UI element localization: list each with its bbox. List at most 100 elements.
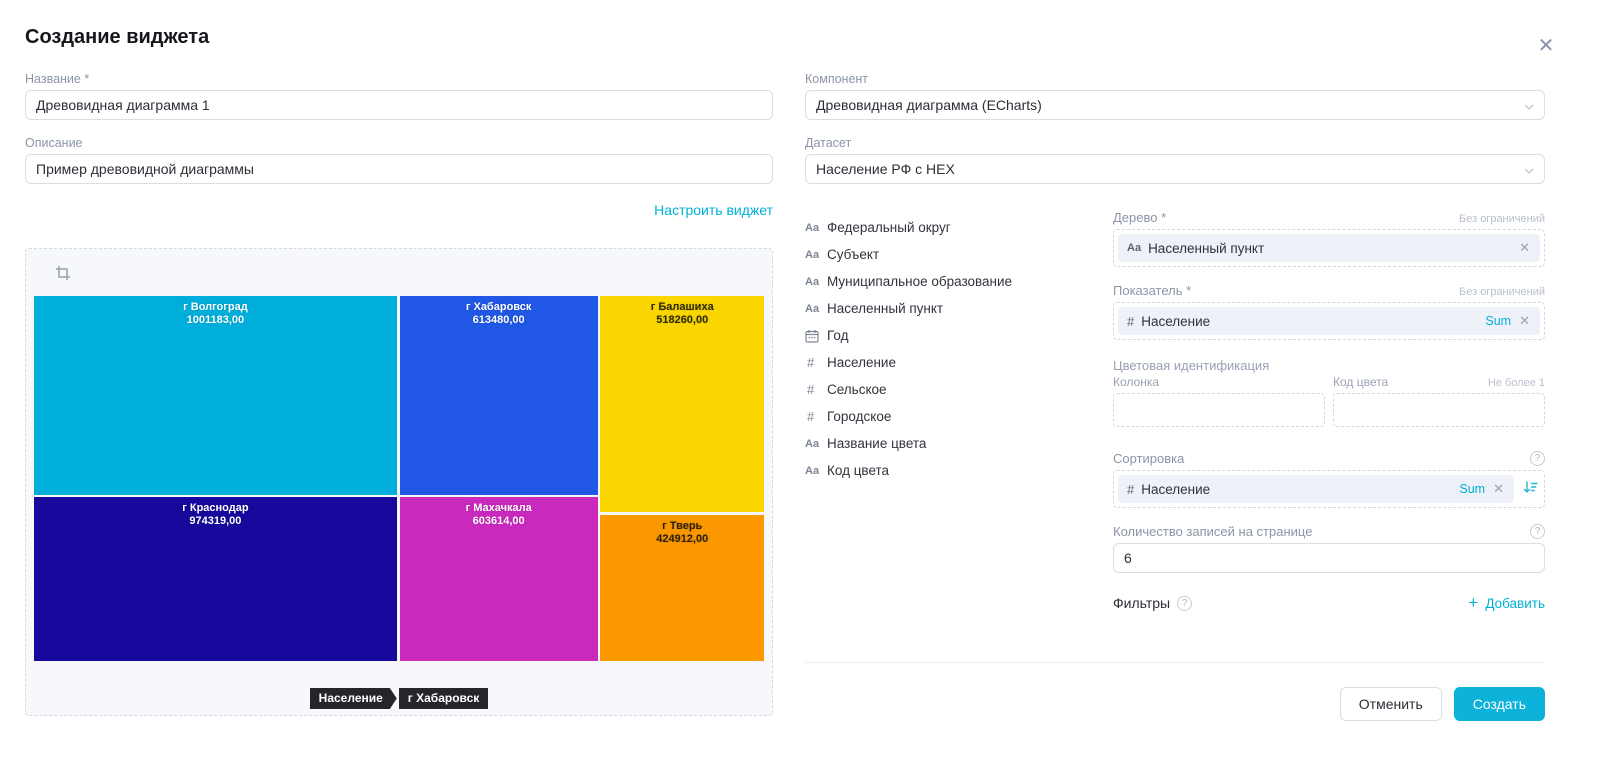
dataset-field-label: Название цвета — [827, 436, 927, 451]
dataset-field-item[interactable]: # Городское — [805, 403, 1105, 430]
page-size-input[interactable] — [1113, 543, 1545, 573]
component-label: Компонент — [805, 72, 869, 86]
filters-title: Фильтры — [1113, 595, 1171, 611]
treemap-tile-value: 518260,00 — [656, 314, 709, 326]
left-column: Название * Описание Настроить виджет г В… — [25, 72, 773, 716]
text-type-icon: Aa — [805, 275, 820, 288]
dataset-field-label: Население — [827, 355, 896, 370]
add-filter-label: Добавить — [1485, 595, 1545, 611]
add-filter-button[interactable]: + Добавить — [1468, 594, 1545, 611]
remove-icon[interactable]: ✕ — [1493, 481, 1504, 496]
text-type-icon: Aa — [805, 464, 820, 477]
name-label: Название * — [25, 72, 90, 86]
dataset-field-label: Субъект — [827, 247, 880, 262]
tree-label: Дерево * — [1113, 210, 1167, 225]
treemap-tile-value: 613480,00 — [472, 314, 525, 326]
treemap-tile-value: 974319,00 — [189, 515, 242, 528]
number-type-icon: # — [1127, 313, 1135, 329]
aggregation-selector[interactable]: Sum — [1485, 314, 1512, 328]
create-button[interactable]: Создать — [1453, 687, 1545, 721]
measure-chip-label: Население — [1141, 313, 1211, 329]
dataset-field-item[interactable]: # Сельское — [805, 376, 1105, 403]
widget-config-column: Дерево * Без ограничений Aa Населенный п… — [1113, 210, 1545, 611]
dataset-value: Население РФ с HEX — [816, 161, 955, 177]
help-icon[interactable]: ? — [1177, 595, 1193, 611]
sorting-label: Сортировка — [1113, 451, 1185, 466]
color-code-label: Код цвета — [1333, 375, 1389, 389]
help-icon[interactable]: ? — [1530, 451, 1545, 466]
remove-icon[interactable]: ✕ — [1519, 313, 1530, 328]
name-input[interactable] — [25, 90, 773, 120]
treemap-tile[interactable]: г Махачкала 603614,00 — [399, 497, 598, 661]
calendar-icon — [805, 329, 827, 343]
dataset-field-item[interactable]: Aa Муниципальное образование — [805, 268, 1105, 295]
sort-descending-icon[interactable] — [1520, 479, 1540, 499]
dataset-field-label: Сельское — [827, 382, 887, 397]
cancel-button[interactable]: Отменить — [1339, 687, 1442, 721]
treemap-tile-name: г Хабаровск — [465, 301, 532, 313]
color-identification-title: Цветовая идентификация — [1113, 358, 1270, 373]
number-type-icon: # — [1127, 481, 1135, 497]
text-type-icon: Aa — [805, 248, 820, 261]
dataset-field-label: Населенный пункт — [827, 301, 944, 316]
measure-dropzone[interactable]: # Население Sum ✕ — [1113, 302, 1545, 340]
dataset-label: Датасет — [805, 136, 852, 150]
remove-icon[interactable]: ✕ — [1519, 240, 1530, 255]
color-code-dropzone[interactable] — [1333, 393, 1545, 427]
treemap-breadcrumb: Население г Хабаровск — [26, 688, 772, 709]
tree-dropzone[interactable]: Aa Населенный пункт ✕ — [1113, 229, 1545, 267]
text-type-icon: Aa — [805, 221, 820, 234]
color-limit: Не более 1 — [1487, 377, 1545, 389]
treemap-tile-name: г Балашиха — [650, 301, 714, 313]
dataset-field-label: Федеральный округ — [827, 220, 951, 235]
page-size-label: Количество записей на странице — [1113, 524, 1313, 539]
dataset-field-item[interactable]: Год — [805, 322, 1105, 349]
treemap-tile-name: г Махачкала — [465, 502, 532, 515]
aggregation-selector[interactable]: Sum — [1459, 482, 1486, 496]
crop-icon[interactable] — [52, 263, 74, 285]
color-column-label: Колонка — [1113, 375, 1160, 389]
breadcrumb-item[interactable]: г Хабаровск — [398, 688, 489, 709]
color-column-dropzone[interactable] — [1113, 393, 1325, 427]
text-type-icon: Aa — [1127, 242, 1142, 254]
close-icon[interactable]: ✕ — [1534, 34, 1558, 58]
treemap-tile-name: г Тверь — [662, 519, 703, 532]
description-label: Описание — [25, 136, 83, 150]
chevron-down-icon — [1523, 100, 1535, 116]
dataset-fields-list: Aa Федеральный округ Aa Субъект Aa Муниципаль… — [805, 210, 1105, 611]
dataset-field-item[interactable]: Aa Федеральный округ — [805, 214, 1105, 241]
sorting-chip[interactable]: # Население Sum ✕ — [1118, 475, 1514, 503]
tree-limit: Без ограничений — [1459, 213, 1545, 225]
measure-chip[interactable]: # Население Sum ✕ — [1118, 307, 1540, 335]
component-select[interactable]: Древовидная диаграмма (ECharts) — [805, 90, 1545, 120]
tree-chip[interactable]: Aa Населенный пункт ✕ — [1118, 234, 1540, 262]
text-type-icon: Aa — [805, 302, 820, 315]
dataset-field-label: Городское — [827, 409, 892, 424]
treemap-tile[interactable]: г Балашиха 518260,00 — [600, 296, 764, 513]
dataset-field-item[interactable]: Aa Код цвета — [805, 457, 1105, 484]
dataset-field-item[interactable]: Aa Субъект — [805, 241, 1105, 268]
breadcrumb-item[interactable]: Население — [310, 688, 397, 709]
widget-preview-panel: г Волгоград 1001183,00 г Хабаровск 613480,0… — [25, 248, 773, 716]
text-type-icon: Aa — [805, 437, 820, 450]
dataset-select[interactable]: Население РФ с HEX — [805, 154, 1545, 184]
treemap-tile[interactable]: г Краснодар 974319,00 — [34, 497, 397, 661]
treemap-tile-value: 424912,00 — [656, 532, 709, 545]
dataset-field-item[interactable]: Aa Название цвета — [805, 430, 1105, 457]
help-icon[interactable]: ? — [1530, 524, 1545, 539]
dataset-field-item[interactable]: # Население — [805, 349, 1105, 376]
component-value: Древовидная диаграмма (ECharts) — [816, 97, 1042, 113]
treemap: г Волгоград 1001183,00 г Хабаровск 613480,0… — [34, 296, 764, 661]
configure-widget-link[interactable]: Настроить виджет — [654, 202, 773, 218]
description-input[interactable] — [25, 154, 773, 184]
treemap-tile-name: г Краснодар — [182, 502, 249, 515]
dataset-field-item[interactable]: Aa Населенный пункт — [805, 295, 1105, 322]
treemap-tile[interactable]: г Волгоград 1001183,00 — [34, 296, 397, 495]
measure-limit: Без ограничений — [1459, 286, 1545, 298]
sorting-dropzone[interactable]: # Население Sum ✕ — [1113, 470, 1545, 508]
tree-chip-label: Населенный пункт — [1148, 240, 1265, 256]
treemap-tile[interactable]: г Хабаровск 613480,00 — [399, 296, 598, 495]
treemap-tile[interactable]: г Тверь 424912,00 — [600, 514, 764, 661]
right-column: Компонент Древовидная диаграмма (ECharts… — [805, 72, 1545, 611]
